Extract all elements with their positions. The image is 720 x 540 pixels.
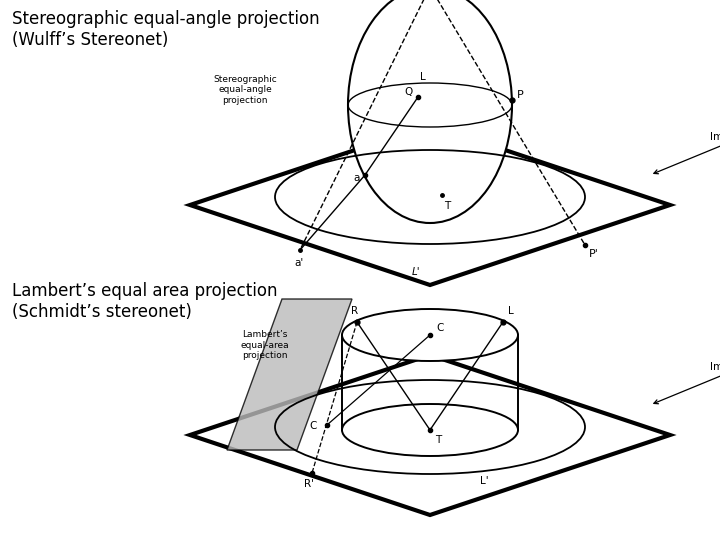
- Text: Stereographic equal-angle projection
(Wulff’s Stereonet): Stereographic equal-angle projection (Wu…: [12, 10, 320, 49]
- Text: P: P: [517, 90, 523, 100]
- Text: L: L: [508, 306, 514, 316]
- Text: C: C: [436, 323, 444, 333]
- Text: Lambert’s equal area projection
(Schmidt’s stereonet): Lambert’s equal area projection (Schmidt…: [12, 282, 277, 321]
- Text: L': L': [480, 476, 489, 486]
- Text: a: a: [353, 173, 359, 183]
- Ellipse shape: [348, 0, 512, 223]
- Polygon shape: [227, 299, 352, 450]
- Text: R: R: [351, 306, 358, 316]
- Text: Q: Q: [404, 87, 413, 97]
- Text: T: T: [444, 201, 450, 211]
- Text: Image plane: Image plane: [654, 132, 720, 174]
- Ellipse shape: [342, 309, 518, 361]
- Polygon shape: [190, 355, 670, 515]
- Text: Lambert’s
equal-area
projection: Lambert’s equal-area projection: [240, 330, 289, 360]
- Text: L': L': [412, 267, 420, 277]
- Polygon shape: [190, 125, 670, 285]
- Text: P': P': [589, 249, 599, 259]
- Text: L: L: [420, 72, 426, 82]
- Text: a': a': [294, 258, 303, 268]
- Text: Stereographic
equal-angle
projection: Stereographic equal-angle projection: [213, 75, 277, 105]
- Text: T: T: [435, 435, 441, 445]
- Text: C: C: [309, 421, 316, 431]
- Text: R': R': [304, 479, 314, 489]
- Text: Image plane: Image plane: [654, 362, 720, 404]
